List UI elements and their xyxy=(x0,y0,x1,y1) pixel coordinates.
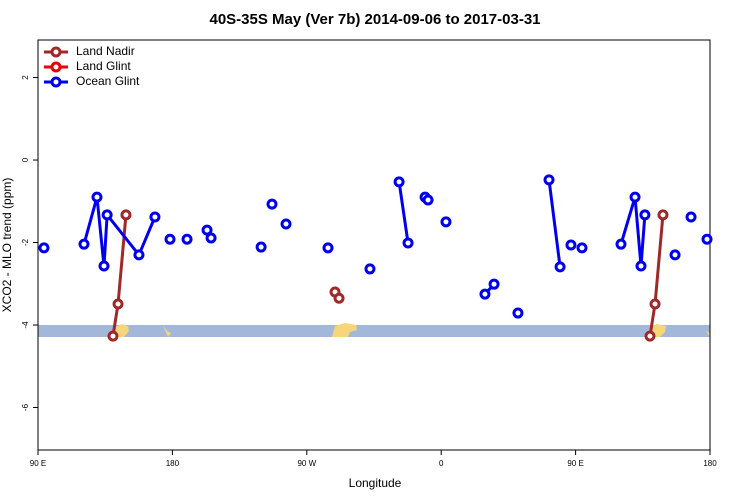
legend-label: Ocean Glint xyxy=(76,74,140,88)
data-point xyxy=(280,218,292,230)
series-line xyxy=(111,214,128,337)
data-point xyxy=(201,224,213,236)
data-point xyxy=(393,176,405,188)
data-point xyxy=(657,209,669,221)
y-tick-label: -4 xyxy=(21,321,30,329)
y-tick-label: 0 xyxy=(21,157,30,162)
data-point xyxy=(615,238,627,250)
data-point xyxy=(635,260,647,272)
legend-marker xyxy=(50,61,62,73)
data-point xyxy=(479,288,491,300)
data-point xyxy=(629,191,641,203)
data-point xyxy=(107,330,119,342)
data-point xyxy=(38,242,50,254)
data-point xyxy=(364,263,376,275)
x-tick-label: 90 E xyxy=(567,459,583,468)
legend-label: Land Glint xyxy=(76,59,131,73)
data-point xyxy=(543,174,555,186)
plot-frame xyxy=(37,39,711,451)
data-point xyxy=(266,198,278,210)
land-strip xyxy=(38,323,710,337)
x-tick-label: 180 xyxy=(703,459,717,468)
y-tick-label: 2 xyxy=(21,75,30,80)
legend-label: Land Nadir xyxy=(76,44,135,58)
data-point xyxy=(440,216,452,228)
data-point xyxy=(120,209,132,221)
x-tick-label: 0 xyxy=(439,459,444,468)
data-point xyxy=(576,242,588,254)
data-point xyxy=(255,241,267,253)
x-tick-label: 90 E xyxy=(30,459,46,468)
data-point xyxy=(98,260,110,272)
x-tick-label: 90 W xyxy=(297,459,316,468)
data-point xyxy=(164,233,176,245)
chart-title: 40S-35S May (Ver 7b) 2014-09-06 to 2017-… xyxy=(209,11,540,28)
series-line xyxy=(648,214,665,337)
series-line xyxy=(547,179,562,268)
data-point xyxy=(402,237,414,249)
data-point xyxy=(685,211,697,223)
data-point xyxy=(488,278,500,290)
data-point xyxy=(512,307,524,319)
data-point xyxy=(333,292,345,304)
data-point xyxy=(644,330,656,342)
series-line xyxy=(397,181,410,244)
series-line xyxy=(619,196,647,267)
data-point xyxy=(669,249,681,261)
data-point xyxy=(639,209,651,221)
x-axis-label: Longitude xyxy=(349,476,402,490)
data-point xyxy=(149,211,161,223)
data-point xyxy=(322,242,334,254)
legend-marker xyxy=(50,46,62,58)
y-axis-label: XCO2 - MLO trend (ppm) xyxy=(0,178,14,313)
y-tick-label: -2 xyxy=(21,238,30,246)
x-tick-label: 180 xyxy=(166,459,180,468)
data-point xyxy=(133,249,145,261)
series-line xyxy=(82,196,157,267)
data-point xyxy=(91,191,103,203)
y-tick-label: -6 xyxy=(21,403,30,411)
data-point xyxy=(78,238,90,250)
data-point xyxy=(422,194,434,206)
data-point xyxy=(554,261,566,273)
data-point xyxy=(181,233,193,245)
data-point xyxy=(112,298,124,310)
data-point xyxy=(205,232,217,244)
data-point xyxy=(565,239,577,251)
data-point xyxy=(101,209,113,221)
data-point xyxy=(701,233,713,245)
legend-marker xyxy=(50,76,62,88)
data-point xyxy=(649,298,661,310)
